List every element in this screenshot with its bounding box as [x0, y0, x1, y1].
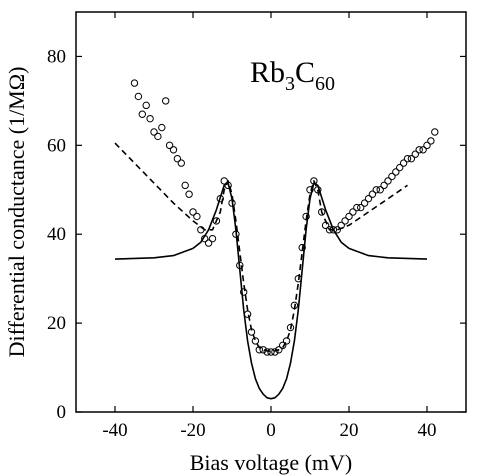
data-point [208, 234, 217, 243]
data-point [407, 154, 416, 163]
annotation-sub2: 60 [315, 73, 335, 95]
data-point [267, 348, 275, 356]
sample-annotation: Rb3C60 [250, 56, 335, 95]
y-tick-label: 20 [47, 313, 66, 334]
x-tick-label: 40 [418, 420, 437, 441]
data-markers [130, 79, 439, 356]
data-point [165, 141, 174, 150]
data-point [392, 168, 400, 176]
data-point [204, 239, 213, 247]
data-point [150, 128, 158, 136]
data-point [212, 217, 221, 225]
x-tick-label: -40 [102, 420, 127, 441]
x-axis-ticks: -40 -20 0 20 40 [102, 12, 437, 441]
dashed-fit-line [114, 142, 408, 353]
data-point [162, 97, 170, 105]
data-point [388, 172, 396, 181]
data-point [372, 186, 380, 194]
data-point [384, 177, 392, 185]
y-axis-ticks: 0 20 40 60 80 [47, 46, 466, 423]
data-point [193, 212, 201, 221]
data-point [279, 341, 287, 350]
data-point [177, 159, 186, 167]
data-point [271, 348, 279, 356]
data-point [376, 186, 384, 194]
data-point [251, 337, 260, 345]
data-point [138, 110, 147, 118]
data-point [134, 92, 143, 101]
annotation-mid: C [295, 56, 315, 89]
data-point [415, 146, 423, 154]
data-point [364, 194, 373, 203]
data-point [169, 146, 178, 154]
series-layer [114, 79, 439, 400]
y-tick-label: 40 [47, 224, 66, 245]
y-tick-label: 0 [57, 402, 67, 423]
data-point [431, 128, 439, 136]
data-point [282, 337, 291, 345]
data-point [353, 203, 361, 212]
data-point [411, 150, 419, 158]
data-point [318, 208, 326, 216]
data-point [423, 141, 431, 150]
data-point [349, 208, 357, 216]
data-point [275, 346, 283, 354]
data-point [345, 212, 353, 221]
data-point [360, 199, 369, 207]
data-point [399, 159, 408, 167]
x-axis-label: Bias voltage (mV) [190, 450, 353, 475]
data-point [146, 114, 154, 123]
data-point [142, 101, 150, 110]
data-point [243, 310, 252, 318]
data-point [403, 154, 412, 163]
data-point [341, 217, 349, 225]
data-point [427, 137, 435, 145]
y-axis-label: Differential conductance (1/MΩ) [4, 67, 29, 358]
y-tick-label: 80 [47, 46, 66, 67]
x-tick-label: 20 [340, 420, 359, 441]
data-point [298, 243, 306, 252]
data-point [286, 323, 295, 332]
data-point [357, 203, 365, 212]
data-point [154, 132, 162, 141]
data-point [396, 163, 404, 172]
data-point [240, 288, 248, 296]
y-tick-label: 60 [47, 135, 66, 156]
solid-fit-line [114, 182, 428, 400]
x-tick-label: 0 [266, 420, 276, 441]
data-point [259, 346, 267, 354]
annotation-base: Rb [250, 56, 285, 89]
data-point [306, 186, 314, 194]
data-point [158, 123, 166, 132]
data-point [173, 154, 182, 163]
x-tick-label: -20 [180, 420, 205, 441]
annotation-sub1: 3 [285, 73, 295, 95]
data-point [419, 146, 427, 154]
data-point [263, 348, 271, 356]
data-point [185, 190, 193, 198]
data-point [189, 208, 197, 216]
data-point [368, 190, 377, 198]
data-point [181, 181, 189, 190]
data-point [130, 79, 139, 87]
data-point [380, 181, 388, 190]
